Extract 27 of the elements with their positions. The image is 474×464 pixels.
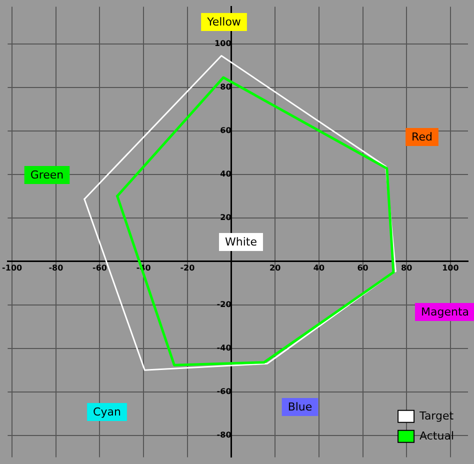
annotation: Magenta	[420, 305, 470, 318]
x-tick-label: -100	[2, 263, 23, 272]
x-tick-label: -80	[48, 263, 64, 272]
y-tick-label: -20	[216, 300, 232, 309]
x-tick-label: -20	[180, 263, 196, 272]
x-tick-label: -60	[92, 263, 108, 272]
y-tick-label: -80	[216, 430, 232, 440]
y-tick-label: 20	[220, 212, 232, 222]
legend-label: Actual	[420, 429, 454, 442]
annotation: Red	[412, 130, 432, 144]
y-tick-label: 80	[220, 82, 232, 92]
x-tick-label: 80	[401, 263, 413, 272]
y-tick-label: 100	[214, 38, 232, 48]
y-tick-label: 40	[220, 169, 232, 178]
x-tick-label: 40	[313, 263, 325, 272]
y-tick-label: 60	[220, 126, 232, 135]
y-tick-label: -60	[216, 387, 232, 396]
annotation: Yellow	[206, 15, 241, 28]
x-tick-label: 60	[357, 263, 369, 272]
x-tick-label: 100	[442, 263, 460, 272]
annotation: White	[225, 235, 258, 248]
annotation: Cyan	[93, 405, 121, 418]
legend-label: Target	[418, 409, 454, 422]
annotation: Green	[30, 168, 64, 182]
y-tick-label: -40	[216, 343, 232, 352]
x-tick-label: 20	[270, 263, 282, 272]
annotation: Blue	[288, 400, 312, 414]
